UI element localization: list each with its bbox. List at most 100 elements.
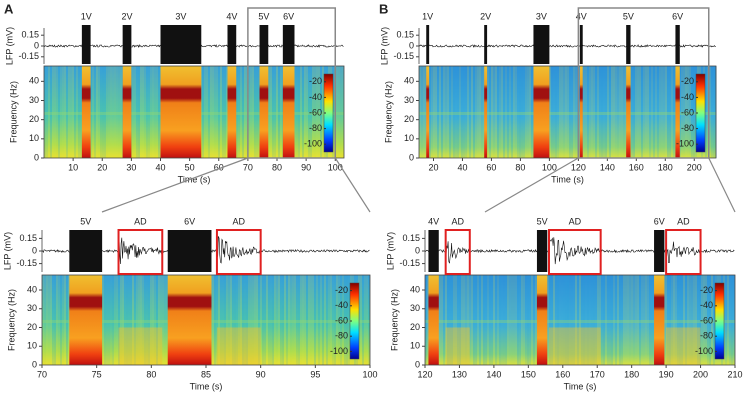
- spectrogram-texture: [535, 275, 537, 365]
- spectrogram-texture: [483, 66, 485, 158]
- spectrogram-texture: [56, 66, 58, 158]
- spectrogram-texture: [216, 275, 218, 365]
- spectrogram-texture: [487, 66, 489, 158]
- spectrogram-texture: [427, 275, 429, 365]
- spectrogram-texture: [226, 275, 228, 365]
- stimulus-label: 3V: [536, 11, 547, 21]
- spectrogram-texture: [511, 275, 513, 365]
- spectrogram-texture: [310, 275, 312, 365]
- spectrogram-texture: [643, 66, 645, 158]
- spectrogram-texture: [425, 66, 427, 158]
- spectrogram-texture: [419, 66, 421, 158]
- colorbar-tick-label: -80: [681, 123, 694, 133]
- lfp-tick-label: 0.15: [19, 233, 37, 243]
- spectrogram-texture: [108, 66, 110, 158]
- spectrogram-texture: [316, 275, 318, 365]
- spectrogram-texture: [276, 275, 278, 365]
- spectrogram-texture: [258, 275, 260, 365]
- spectrogram-texture: [62, 66, 64, 158]
- spectrogram-texture: [703, 275, 705, 365]
- spectrogram-texture: [68, 66, 70, 158]
- spectrogram-texture: [154, 275, 156, 365]
- spectrogram-texture: [549, 275, 551, 365]
- spectrogram-texture: [346, 275, 348, 365]
- spectrogram-texture: [254, 66, 256, 158]
- spectrogram-texture: [348, 275, 350, 365]
- stimulus-block: [484, 25, 488, 64]
- y-tick-label: 0: [34, 152, 39, 162]
- lfp-axis-label: LFP (mV): [2, 232, 12, 270]
- y-tick-label: 40: [27, 284, 37, 294]
- spectrogram-texture: [479, 66, 481, 158]
- spectrogram-texture: [605, 275, 607, 365]
- colorbar-tick-label: -80: [700, 331, 713, 341]
- spectrogram-texture: [467, 275, 469, 365]
- spectrogram-texture: [334, 275, 336, 365]
- spectrogram-texture: [435, 66, 437, 158]
- spectrogram-texture: [625, 275, 627, 365]
- stimulus-spectrum: [533, 66, 550, 158]
- after-discharge-spectrum: [216, 327, 261, 365]
- spectrogram-texture: [278, 66, 280, 158]
- spectrogram-texture: [230, 275, 232, 365]
- spectrogram-texture: [527, 66, 529, 158]
- spectrogram-texture: [641, 66, 643, 158]
- spectrogram-texture: [565, 66, 567, 158]
- spectrogram-texture: [242, 275, 244, 365]
- after-discharge-label: AD: [677, 216, 690, 226]
- spectrogram-texture: [304, 275, 306, 365]
- x-tick-label: 130: [452, 369, 467, 379]
- spectrogram-texture: [615, 275, 617, 365]
- spectrogram-texture: [148, 275, 150, 365]
- stimulus-block: [282, 25, 295, 64]
- spectrogram-texture: [449, 66, 451, 158]
- spectrogram-texture: [282, 275, 284, 365]
- spectrogram-texture: [557, 66, 559, 158]
- spectrogram-texture: [455, 66, 457, 158]
- spectrogram-texture: [697, 275, 699, 365]
- spectrogram-texture: [531, 275, 533, 365]
- spectrogram-texture: [563, 275, 565, 365]
- spectrogram-texture: [673, 66, 675, 158]
- spectrogram-texture: [50, 66, 52, 158]
- spectrogram-texture: [142, 66, 144, 158]
- spectrogram-texture: [613, 66, 615, 158]
- x-tick-label: 95: [310, 369, 320, 379]
- spectrogram-texture: [533, 275, 535, 365]
- stimulus-spectrum: [81, 66, 91, 158]
- spectrogram-texture: [118, 66, 120, 158]
- spectrogram-texture: [310, 66, 312, 158]
- spectrogram-texture: [366, 275, 368, 365]
- spectrogram-texture: [368, 275, 370, 365]
- spectrogram-texture: [669, 66, 671, 158]
- stimulus-label: 5V: [623, 11, 634, 21]
- spectrogram-texture: [66, 66, 68, 158]
- spectrogram-texture: [336, 66, 338, 158]
- spectrogram-texture: [228, 275, 230, 365]
- spectrogram-texture: [338, 275, 340, 365]
- spectrogram-texture: [665, 66, 667, 158]
- spectrogram-texture: [134, 275, 136, 365]
- spectrogram-texture: [433, 66, 435, 158]
- spectrogram-texture: [523, 66, 525, 158]
- spectrogram-texture: [42, 275, 44, 365]
- spectrogram-texture: [102, 275, 104, 365]
- spectrogram-texture: [493, 66, 495, 158]
- spectrogram-texture: [653, 275, 655, 365]
- spectrogram-texture: [555, 275, 557, 365]
- spectrogram-texture: [144, 275, 146, 365]
- spectrogram-texture: [308, 275, 310, 365]
- spectrogram-texture: [705, 275, 707, 365]
- spectrogram-texture: [705, 66, 707, 158]
- spectrogram-texture: [659, 66, 661, 158]
- spectrogram-texture: [160, 275, 162, 365]
- spectrogram-texture: [270, 275, 272, 365]
- y-tick-label: 30: [410, 303, 420, 313]
- spectrogram-texture: [306, 275, 308, 365]
- spectrogram-texture: [104, 66, 106, 158]
- spectrogram-texture: [581, 275, 583, 365]
- spectrogram-texture: [649, 66, 651, 158]
- spectrogram-texture: [218, 275, 220, 365]
- spectrogram-texture: [441, 275, 443, 365]
- lfp-tick-label: 0.15: [21, 30, 39, 40]
